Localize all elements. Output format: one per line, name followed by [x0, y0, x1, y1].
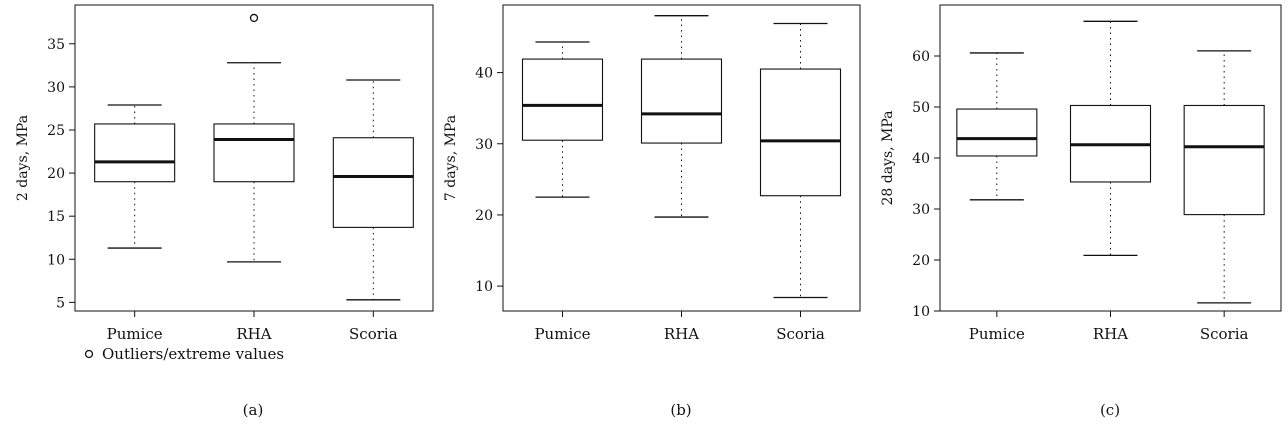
legend: Outliers/extreme values	[84, 345, 284, 363]
x-tick-label: Scoria	[776, 325, 825, 343]
box-scoria	[1183, 50, 1265, 304]
chart-panel-2: 10 20 30 40 Pumice RHA Scoria 7 days, MPa (b)	[443, 4, 861, 419]
y-tick-label: 50	[912, 100, 930, 116]
box-rha	[1069, 20, 1152, 257]
y-tick-label: 35	[47, 37, 65, 53]
x-tick-label: Pumice	[969, 325, 1025, 343]
legend-outlier-marker	[84, 349, 94, 359]
y-tick-label: 40	[475, 66, 493, 82]
y-tick-label: 40	[912, 151, 930, 167]
box-scoria	[332, 79, 414, 301]
panel-label: (a)	[243, 401, 264, 419]
legend-label: Outliers/extreme values	[102, 345, 284, 363]
y-axis-label: 7 days, MPa	[443, 115, 459, 201]
y-tick-label: 20	[912, 253, 930, 269]
outlier-point	[249, 13, 259, 23]
y-tick-label: 30	[47, 80, 65, 96]
y-tick-label: 10	[912, 304, 930, 320]
x-tick-label: Pumice	[534, 325, 590, 343]
box-pumice	[956, 52, 1038, 201]
x-tick-label: Pumice	[107, 325, 163, 343]
y-tick-label: 10	[475, 279, 493, 295]
y-tick-label: 10	[47, 252, 65, 268]
y-tick-label: 25	[47, 123, 65, 139]
box-pumice	[521, 41, 604, 198]
iqr-box	[640, 58, 723, 144]
y-axis-label: 28 days, MPa	[880, 110, 896, 205]
iqr-box	[332, 137, 414, 228]
chart-panels: 5 10 15 20 25 30 35 Pumice RHA Scoria 2 days, MPa (…	[15, 4, 1282, 419]
box-rha	[640, 15, 723, 218]
x-tick-label: RHA	[236, 325, 271, 343]
iqr-box	[1183, 104, 1265, 216]
box-rha	[213, 13, 295, 263]
panel-label: (b)	[670, 401, 691, 419]
x-tick-label: Scoria	[1200, 325, 1249, 343]
y-tick-label: 30	[475, 137, 493, 153]
panel-label: (c)	[1100, 401, 1120, 419]
chart-panel-1: 5 10 15 20 25 30 35 Pumice RHA Scoria 2 days, MPa (…	[15, 4, 434, 419]
box-scoria	[759, 22, 842, 299]
iqr-box	[759, 68, 842, 197]
y-tick-label: 60	[912, 49, 930, 65]
x-tick-label: Scoria	[349, 325, 398, 343]
box-pumice	[94, 104, 176, 249]
y-tick-label: 5	[56, 295, 65, 311]
iqr-box	[94, 123, 176, 183]
x-tick-label: RHA	[664, 325, 699, 343]
iqr-box	[956, 108, 1038, 157]
iqr-box	[521, 58, 604, 141]
x-tick-label: RHA	[1093, 325, 1128, 343]
y-tick-label: 20	[47, 166, 65, 182]
y-tick-label: 20	[475, 208, 493, 224]
y-axis-label: 2 days, MPa	[15, 115, 31, 201]
y-tick-label: 15	[47, 209, 65, 225]
iqr-box	[213, 123, 295, 183]
chart-panel-3: 10 20 30 40 50 60 Pumice RHA Scoria 28 days, MPa (…	[880, 4, 1282, 419]
y-tick-label: 30	[912, 202, 930, 218]
